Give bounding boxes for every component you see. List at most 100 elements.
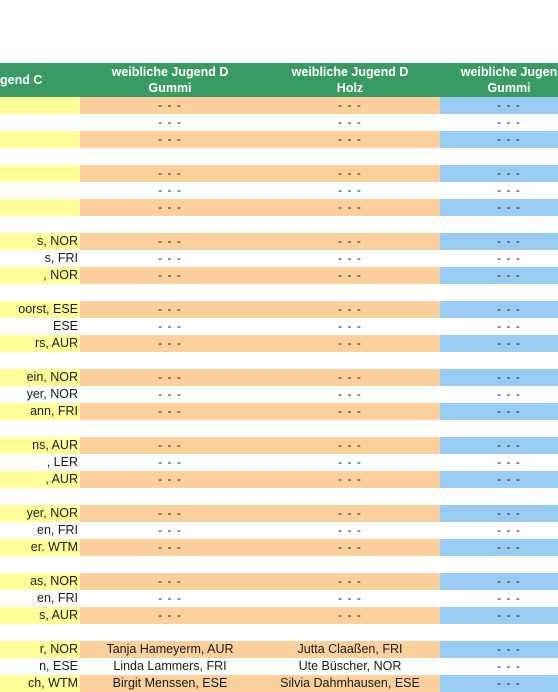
table-row: s, FRI - - - - - - - - - <box>0 250 558 267</box>
table-row <box>0 556 558 573</box>
table-row: - - -- - -- - - <box>0 182 558 199</box>
table-row <box>0 284 558 301</box>
table-cell <box>0 284 80 301</box>
column-header-jugend-d-gummi: weibliche Jugend D Gummi <box>80 63 260 97</box>
table-row: en, FRI - - - - - - - - - <box>0 522 558 539</box>
table-cell: - - - <box>440 505 558 522</box>
table-cell: Silvia Dahmhausen, ESE <box>260 675 440 692</box>
table-cell <box>440 216 558 233</box>
table-cell: - - - <box>497 455 521 469</box>
table-cell: r, NOR <box>0 641 80 658</box>
table-cell: - - - <box>260 505 440 522</box>
table-cell: - - - <box>260 573 440 590</box>
header-line-1: gend C <box>0 73 43 87</box>
table-cell <box>0 131 80 148</box>
table-cell: - - - <box>497 115 521 129</box>
table-cell <box>0 352 80 369</box>
table-row: , LER - - - - - - - - - <box>0 454 558 471</box>
table-row: - - -- - -- - - <box>0 114 558 131</box>
table-cell: - - - <box>80 369 260 386</box>
table-cell: en, FRI <box>37 523 78 537</box>
table-cell <box>80 624 260 641</box>
table-cell: - - - <box>338 455 362 469</box>
table-row: ns, AUR - - -- - -- - - <box>0 437 558 454</box>
table-row <box>0 148 558 165</box>
table-cell <box>0 114 80 131</box>
table-cell: - - - <box>80 335 260 352</box>
table-row: - - -- - -- - - <box>0 165 558 182</box>
table-cell <box>80 352 260 369</box>
table-cell: - - - <box>80 539 260 556</box>
table-cell: - - - <box>80 97 260 114</box>
table-cell: er. WTM <box>0 539 80 556</box>
table-cell: - - - <box>260 335 440 352</box>
table-cell: ch, WTM <box>0 675 80 692</box>
table-cell: - - - <box>440 641 558 658</box>
table-row: - - -- - -- - - <box>0 199 558 216</box>
table-cell: - - - <box>440 301 558 318</box>
table-cell: yer, NOR <box>26 387 78 401</box>
table-cell: - - - <box>497 591 521 605</box>
table-cell <box>0 148 80 165</box>
table-cell: - - - <box>338 251 362 265</box>
table-cell: , AUR <box>0 471 80 488</box>
table-cell: - - - <box>260 539 440 556</box>
table-cell: - - - <box>260 301 440 318</box>
table-cell: - - - <box>260 607 440 624</box>
table-cell: n, ESE <box>39 659 78 673</box>
table-cell <box>440 624 558 641</box>
table-cell: - - - <box>158 455 182 469</box>
table-cell: - - - <box>158 115 182 129</box>
table-row <box>0 352 558 369</box>
column-header-jugend-next-gummi: weibliche Jugen Gummi <box>440 63 558 97</box>
table-cell: - - - <box>440 437 558 454</box>
header-line-1: weibliche Jugend D <box>291 65 409 79</box>
table-cell: - - - <box>158 387 182 401</box>
table-cell <box>0 556 80 573</box>
table-cell: - - - <box>440 267 558 284</box>
table-cell <box>440 420 558 437</box>
table-cell: - - - <box>440 97 558 114</box>
table-row <box>0 624 558 641</box>
table-cell: - - - <box>80 301 260 318</box>
table-row <box>0 420 558 437</box>
table-cell: , LER <box>46 455 78 469</box>
table-cell: Ute Büscher, NOR <box>298 659 402 673</box>
table-row: s, NOR - - -- - -- - - <box>0 233 558 250</box>
table-cell: , NOR <box>0 267 80 284</box>
table-cell: - - - <box>338 183 362 197</box>
table-row: ann, FRI - - -- - -- - - <box>0 403 558 420</box>
table-cell: - - - <box>260 131 440 148</box>
table-cell <box>0 97 80 114</box>
table-cell: oorst, ESE <box>0 301 80 318</box>
table-cell: - - - <box>440 607 558 624</box>
table-cell <box>440 284 558 301</box>
table-cell <box>80 420 260 437</box>
table-cell <box>0 420 80 437</box>
table-cell: - - - <box>440 233 558 250</box>
table-body: - - -- - -- - -- - -- - -- - -- - -- - -… <box>0 97 558 692</box>
table-cell <box>440 352 558 369</box>
table-cell: - - - <box>260 199 440 216</box>
table-cell: Jutta Claaßen, FRI <box>260 641 440 658</box>
table-row: oorst, ESE - - -- - -- - - <box>0 301 558 318</box>
table-cell: ann, FRI <box>0 403 80 420</box>
results-table: gend C weibliche Jugend D Gummi weiblich… <box>0 63 558 692</box>
table-cell: yer, NOR <box>0 505 80 522</box>
table-cell: - - - <box>158 183 182 197</box>
table-row: , NOR - - -- - -- - - <box>0 267 558 284</box>
table-cell: - - - <box>260 437 440 454</box>
table-cell: ESE <box>52 319 78 333</box>
table-cell: - - - <box>260 267 440 284</box>
table-cell: - - - <box>80 233 260 250</box>
header-line-2: Holz <box>336 81 364 95</box>
table-cell <box>0 199 80 216</box>
table-cell: - - - <box>260 403 440 420</box>
table-row: yer, NOR - - - - - - - - - <box>0 386 558 403</box>
header-line-2: Gummi <box>487 81 531 95</box>
table-row: n, ESE Linda Lammers, FRI Ute Büscher, NOR… <box>0 658 558 675</box>
table-cell <box>260 148 440 165</box>
table-cell: - - - <box>497 319 521 333</box>
table-row: en, FRI - - - - - - - - - <box>0 590 558 607</box>
table-cell <box>80 148 260 165</box>
